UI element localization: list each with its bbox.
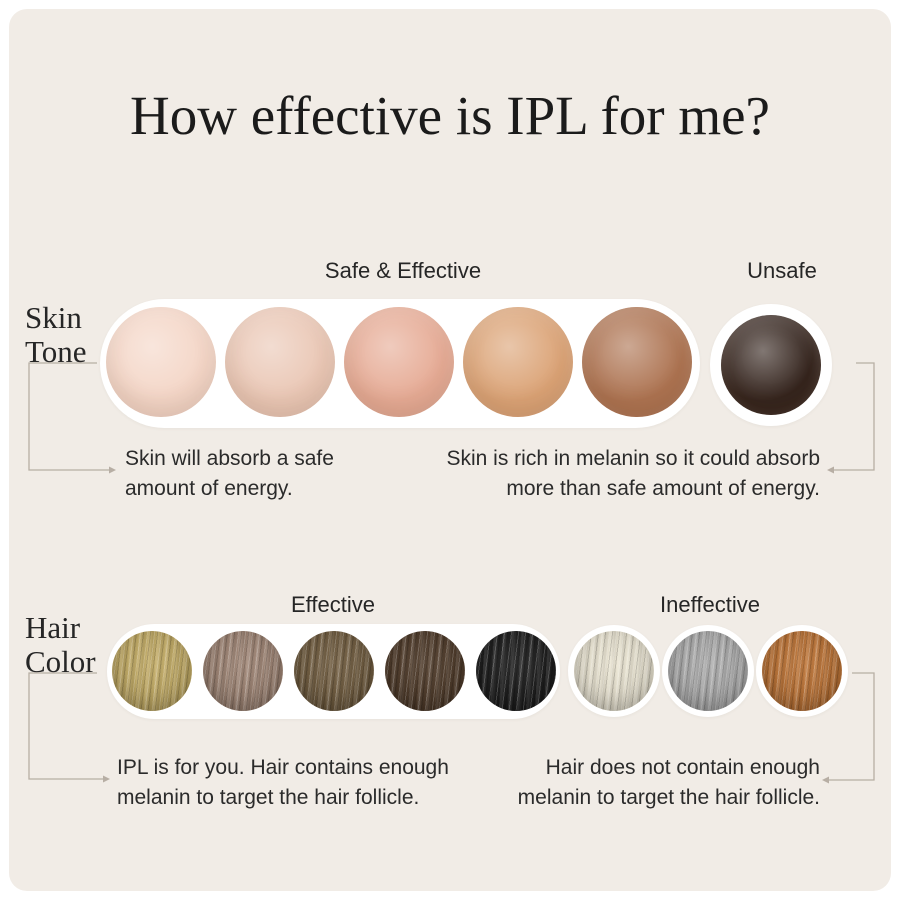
hair-swatch-platinum-white (574, 631, 654, 711)
ineffective-label: Ineffective (660, 592, 760, 617)
hair-swatch-blonde (112, 631, 192, 711)
hair-swatch-ginger-red (762, 631, 842, 711)
hair-swatch-dark-brown (385, 631, 465, 711)
skin-unsafe-note: Skin is rich in melanin so it could abso… (446, 447, 820, 500)
hair-swatch-light-ash-brown (203, 631, 283, 711)
skin-swatch-brown (582, 307, 692, 417)
hair-effective-note: IPL is for you. Hair contains enough mel… (117, 756, 449, 809)
skin-swatch-light-medium (344, 307, 454, 417)
hair-swatch-gray (668, 631, 748, 711)
unsafe-label: Unsafe (747, 258, 817, 283)
background-card (9, 9, 891, 891)
skin-swatch-light (225, 307, 335, 417)
skin-swatch-very-light (106, 307, 216, 417)
hair-swatch-black (476, 631, 556, 711)
hair-ineffective-note: Hair does not contain enough melanin to … (517, 756, 820, 809)
skin-safe-note: Skin will absorb a safe amount of energy… (125, 447, 334, 500)
page-title: How effective is IPL for me? (130, 85, 770, 146)
hair-color-section-label: Hair Color (25, 610, 96, 679)
skin-tone-section-label: Skin Tone (25, 300, 87, 369)
hair-swatch-medium-brown (294, 631, 374, 711)
skin-swatch-deep-dark (721, 315, 821, 415)
safe-effective-label: Safe & Effective (324, 258, 482, 283)
effective-label: Effective (291, 592, 375, 617)
skin-swatch-medium-tan (463, 307, 573, 417)
